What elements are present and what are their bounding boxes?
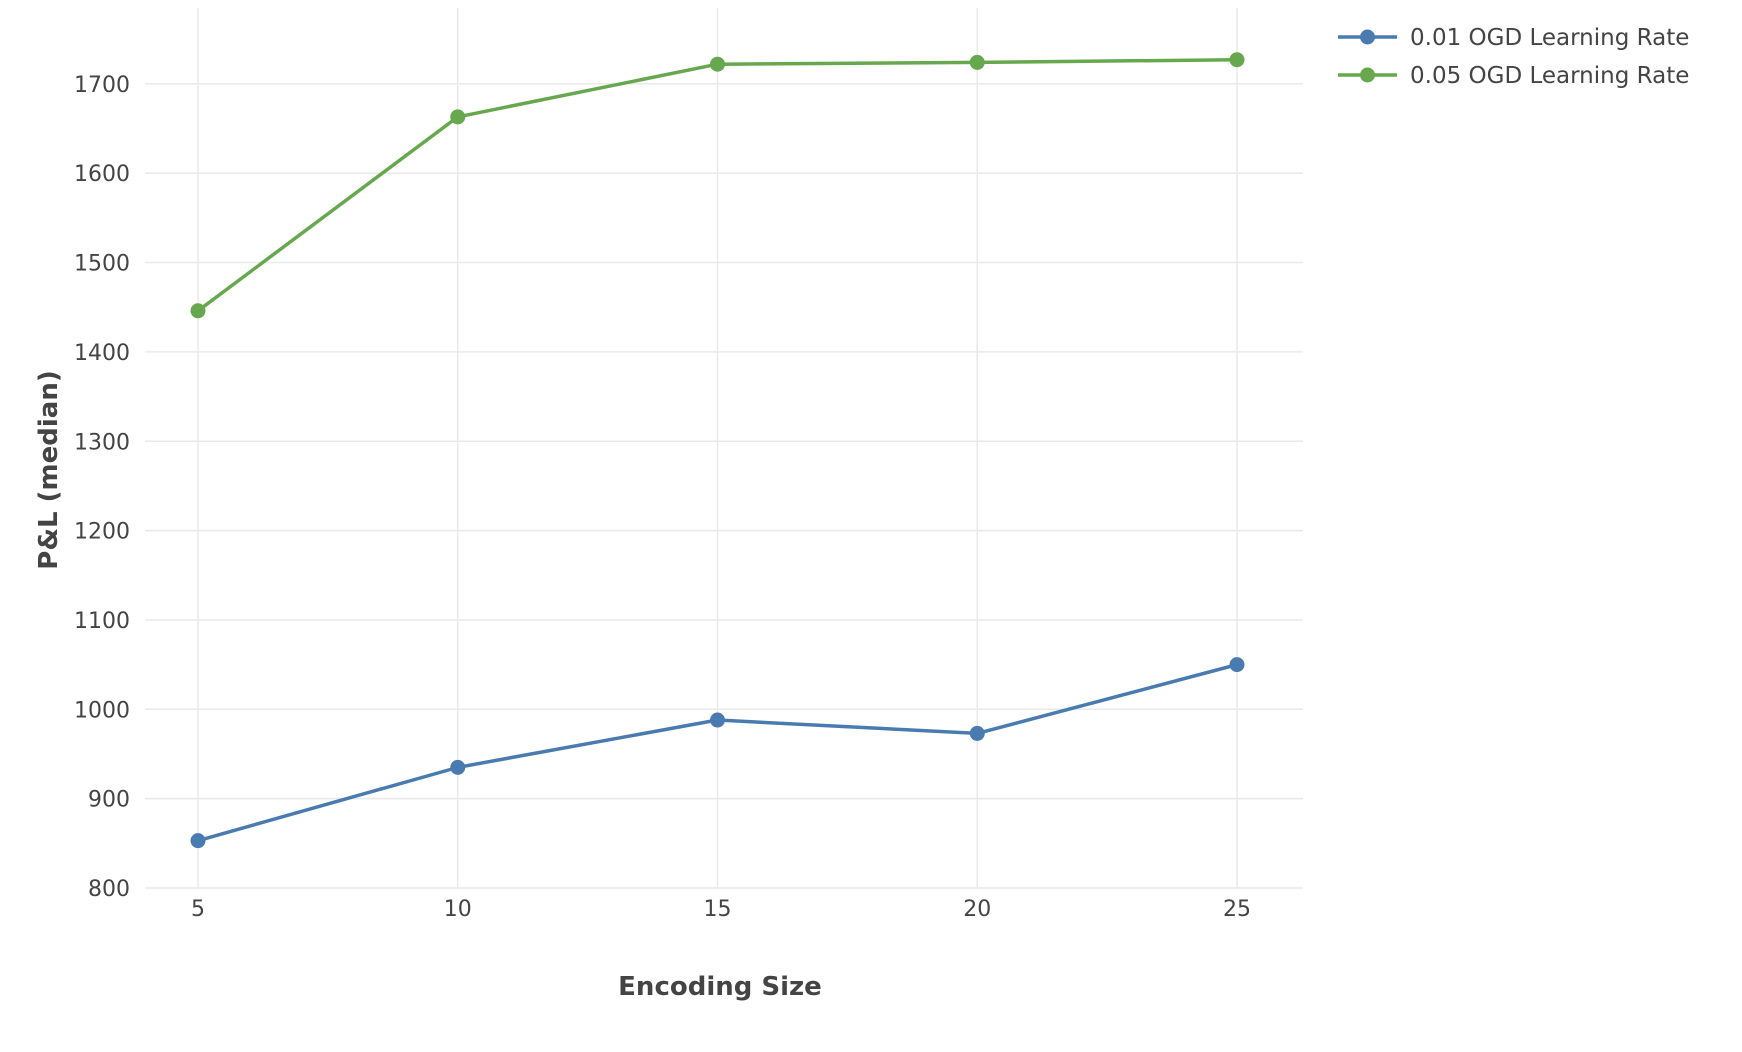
legend-item[interactable]: 0.01 OGD Learning Rate [1338,25,1689,51]
series-group [190,52,1245,319]
y-tick-label: 1500 [74,252,130,277]
x-tick-label: 10 [444,897,472,922]
x-tick-label: 15 [704,897,732,922]
data-point[interactable] [710,712,725,728]
data-point[interactable] [190,303,206,319]
y-tick-label: 1200 [74,520,130,545]
data-point[interactable] [450,109,466,125]
data-point[interactable] [969,725,985,741]
data-point[interactable] [1229,657,1245,673]
legend-item[interactable]: 0.05 OGD Learning Rate [1338,63,1689,89]
y-tick-label: 1600 [74,162,130,187]
y-axis-title: P&L (median) [34,370,64,569]
data-point[interactable] [190,833,206,849]
plot-series [190,52,1245,849]
data-point[interactable] [710,56,725,72]
y-tick-label: 1000 [74,698,130,723]
data-point[interactable] [1229,52,1245,68]
legend-label: 0.01 OGD Learning Rate [1410,25,1689,51]
x-tick-label: 20 [963,897,991,922]
y-tick-label: 1100 [74,609,130,634]
legend: 0.01 OGD Learning Rate 0.05 OGD Learning … [1338,25,1689,89]
series-group [190,657,1245,849]
y-tick-label: 1400 [74,341,130,366]
y-tick-label: 1700 [74,73,130,98]
legend-swatch-marker [1360,29,1375,45]
grid [145,8,1303,889]
legend-label: 0.05 OGD Learning Rate [1410,63,1689,89]
data-point[interactable] [969,54,985,70]
y-tick-label: 800 [88,877,130,902]
tick-labels: 800 900 1000 1100 1200 1300 1400 1500 1600 1700 5 1… [74,73,1251,922]
x-axis-title: Encoding Size [618,972,822,1002]
x-tick-label: 25 [1223,897,1251,922]
y-tick-label: 900 [88,788,130,813]
data-point[interactable] [450,759,466,775]
legend-swatch-marker [1360,67,1375,83]
y-tick-label: 1300 [74,430,130,455]
x-tick-label: 5 [191,897,205,922]
